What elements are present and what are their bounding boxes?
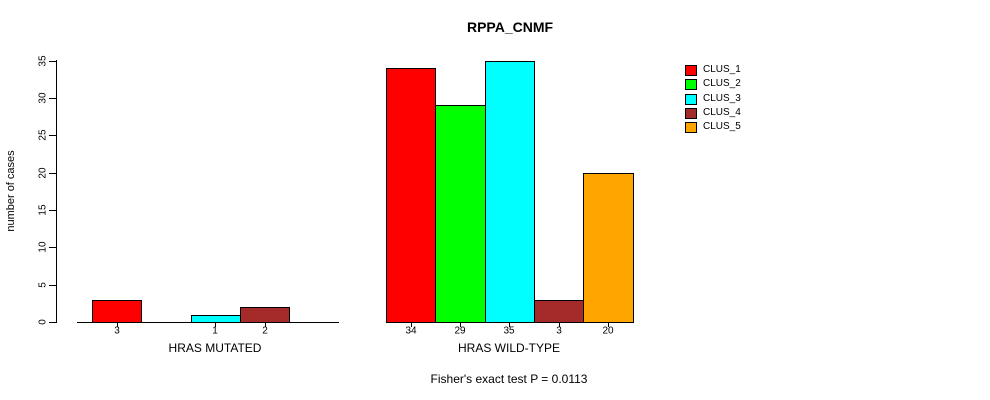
y-tick-label: 10	[37, 241, 49, 253]
annotation-text: Fisher's exact test P = 0.0113	[430, 372, 588, 386]
bar-value-label: 34	[405, 325, 417, 337]
bar-value-label: 3	[114, 325, 120, 337]
bar	[485, 61, 535, 323]
y-tick-label: 30	[37, 92, 49, 104]
legend-item: CLUS_5	[685, 120, 805, 134]
y-axis-title: number of cases	[5, 150, 17, 232]
y-axis-line	[56, 60, 57, 323]
legend-swatch	[685, 65, 697, 76]
y-tick-label: 25	[37, 129, 49, 141]
bar-value-label: 20	[602, 325, 614, 337]
chart-title: RPPA_CNMF	[466, 19, 554, 35]
legend-label: CLUS_4	[703, 107, 741, 118]
legend-swatch	[685, 108, 697, 119]
y-tick	[49, 247, 56, 248]
x-tick	[411, 322, 412, 327]
bar-value-label: 3	[556, 325, 562, 337]
bar	[583, 173, 634, 323]
bar	[191, 315, 241, 323]
y-tick-label: 15	[37, 204, 49, 216]
bar	[534, 300, 584, 323]
y-tick	[49, 61, 56, 62]
y-tick-label: 35	[37, 55, 49, 67]
group-label: HRAS MUTATED	[168, 341, 262, 355]
legend-label: CLUS_5	[703, 121, 741, 132]
y-tick	[49, 135, 56, 136]
legend-label: CLUS_3	[703, 93, 741, 104]
legend-swatch	[685, 94, 697, 105]
legend-label: CLUS_1	[703, 64, 741, 75]
legend-item: CLUS_3	[685, 92, 805, 106]
y-tick-label: 0	[37, 319, 49, 325]
x-tick	[460, 322, 461, 327]
bar-value-label: 2	[262, 325, 268, 337]
y-tick	[49, 285, 56, 286]
bar	[386, 68, 436, 323]
bar-value-label: 29	[454, 325, 466, 337]
y-tick	[49, 173, 56, 174]
x-tick	[117, 322, 118, 327]
x-tick	[509, 322, 510, 327]
bar-value-label: 35	[503, 325, 515, 337]
x-tick	[215, 322, 216, 327]
legend-swatch	[685, 79, 697, 90]
x-tick	[265, 322, 266, 327]
x-tick	[559, 322, 560, 327]
bar	[92, 300, 142, 323]
legend-label: CLUS_2	[703, 78, 741, 89]
bar	[240, 307, 290, 323]
y-tick-label: 20	[37, 167, 49, 179]
y-tick	[49, 322, 56, 323]
x-tick	[608, 322, 609, 327]
y-tick	[49, 210, 56, 211]
legend-item: CLUS_1	[685, 63, 805, 77]
y-tick-label: 5	[37, 282, 49, 288]
y-tick	[49, 98, 56, 99]
bar	[435, 105, 486, 323]
group-label: HRAS WILD-TYPE	[457, 341, 561, 355]
legend-item: CLUS_4	[685, 106, 805, 120]
legend-item: CLUS_2	[685, 77, 805, 91]
legend: CLUS_1 CLUS_2 CLUS_3 CLUS_4 CLUS_5	[685, 63, 805, 143]
bar-value-label: 1	[212, 325, 218, 337]
legend-swatch	[685, 122, 697, 133]
